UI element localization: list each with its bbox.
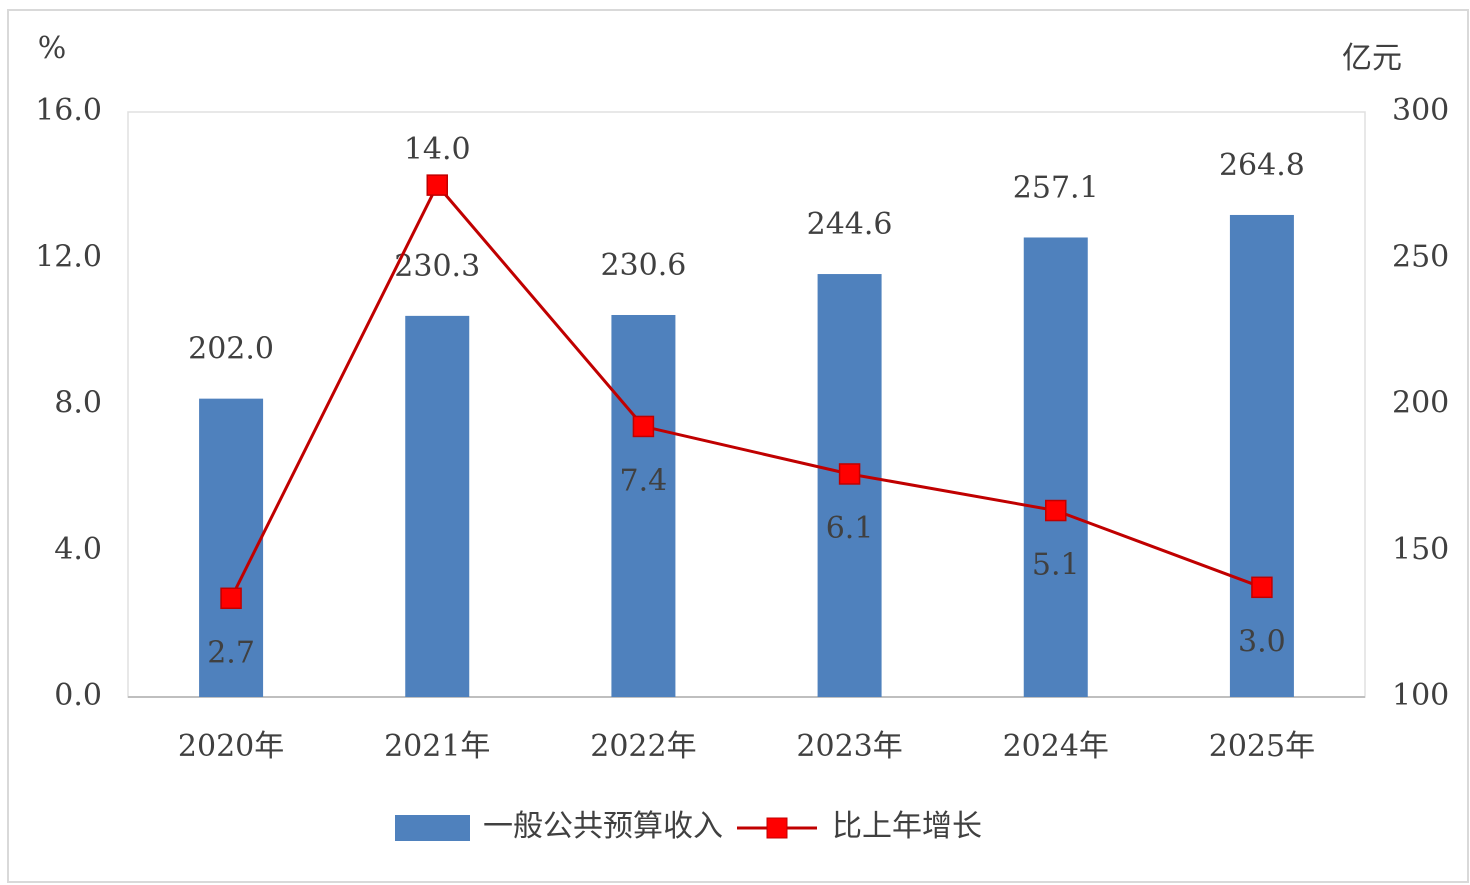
y2-tick-label: 200 [1392, 386, 1449, 421]
y2-tick-label: 150 [1392, 532, 1449, 567]
y2-axis-title: 亿元 [1342, 41, 1402, 76]
bar-value-label: 257.1 [1013, 170, 1099, 205]
bar [199, 398, 264, 697]
line-marker [838, 463, 861, 485]
bar-value-label: 202.0 [188, 332, 274, 367]
x-tick-label: 2024年 [1003, 729, 1109, 764]
line-marker [426, 174, 448, 196]
line-value-label: 6.1 [826, 511, 874, 546]
y2-tick-label: 300 [1392, 93, 1449, 128]
bar-value-label: 230.6 [600, 248, 686, 283]
x-tick-label: 2020年 [178, 729, 284, 764]
x-tick-label: 2022年 [590, 729, 696, 764]
line-marker [1045, 499, 1067, 522]
line-value-label: 14.0 [404, 132, 471, 167]
bar [817, 274, 882, 697]
y2-tick-label: 250 [1392, 239, 1449, 274]
line-marker [1251, 576, 1273, 599]
line-marker [632, 415, 655, 438]
legend-swatch [395, 815, 470, 841]
line [229, 182, 1263, 599]
x-tick-label: 2023年 [796, 729, 902, 764]
line-value-label: 5.1 [1032, 548, 1080, 583]
y2-tick-label: 100 [1392, 678, 1449, 713]
bar-value-label: 264.8 [1219, 148, 1305, 183]
legend-label: 一般公共预算收入 [483, 809, 723, 844]
y-tick-label: 0.0 [54, 678, 102, 713]
y-tick-label: 8.0 [54, 386, 102, 421]
bar [1023, 237, 1088, 698]
line-value-label: 3.0 [1238, 624, 1286, 659]
x-tick-label: 2021年 [384, 729, 490, 764]
bar-value-label: 244.6 [807, 207, 893, 242]
y-tick-label: 16.0 [35, 93, 102, 128]
bar [405, 315, 470, 697]
y-axis-title: % [38, 31, 67, 66]
bar [1229, 214, 1294, 697]
legend-label: 比上年增长 [832, 809, 982, 844]
x-tick-label: 2025年 [1209, 729, 1315, 764]
legend-marker [766, 817, 788, 839]
bar-value-label: 230.3 [394, 249, 480, 284]
line-marker [220, 587, 242, 610]
line-value-label: 2.7 [207, 635, 255, 670]
y-tick-label: 12.0 [35, 239, 102, 274]
y-tick-label: 4.0 [54, 532, 102, 567]
line-value-label: 7.4 [620, 463, 668, 498]
bar [611, 314, 676, 697]
